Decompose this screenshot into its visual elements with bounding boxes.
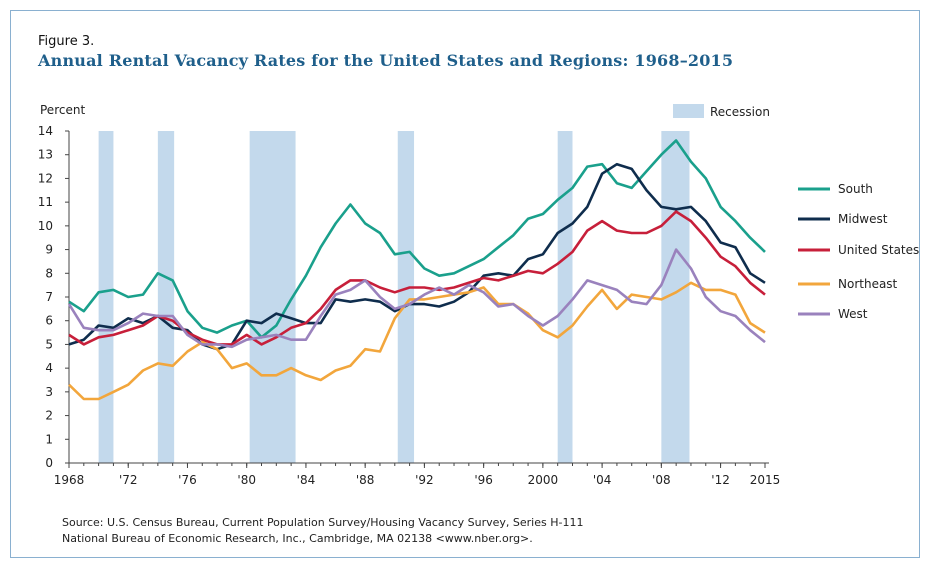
legend-label: Midwest xyxy=(838,212,888,226)
axes: Percent 012345678910111213141968'72'76'8… xyxy=(38,103,781,487)
y-tick-label: 3 xyxy=(45,385,53,399)
y-tick-label: 10 xyxy=(38,219,53,233)
x-tick-label: '84 xyxy=(297,473,316,487)
legend-recession-swatch xyxy=(673,104,704,118)
y-axis-label: Percent xyxy=(40,103,85,117)
y-tick-label: 11 xyxy=(38,195,53,209)
source-line-2: National Bureau of Economic Research, In… xyxy=(62,532,533,545)
y-tick-label: 2 xyxy=(45,409,53,423)
source-note: Source: U.S. Census Bureau, Current Popu… xyxy=(62,515,583,547)
x-tick-label: '88 xyxy=(356,473,375,487)
x-tick-label: '72 xyxy=(119,473,138,487)
x-tick-label: '92 xyxy=(415,473,434,487)
legend-label: Northeast xyxy=(838,277,898,291)
legend: Recession South Midwest United States Northe… xyxy=(673,104,919,321)
x-tick-label: '12 xyxy=(711,473,730,487)
recession-band xyxy=(249,131,296,463)
source-line-1: Source: U.S. Census Bureau, Current Popu… xyxy=(62,516,584,529)
legend-label: United States xyxy=(838,243,919,257)
y-tick-label: 8 xyxy=(45,266,53,280)
recession-band xyxy=(98,131,114,463)
y-tick-label: 0 xyxy=(45,456,53,470)
recession-band xyxy=(557,131,573,463)
figure-label: Figure 3. xyxy=(38,34,95,49)
x-tick-label: '04 xyxy=(593,473,612,487)
y-tick-label: 14 xyxy=(38,124,53,138)
legend-label: West xyxy=(838,307,868,321)
legend-label: South xyxy=(838,182,873,196)
y-tick-label: 12 xyxy=(38,171,53,185)
y-tick-label: 6 xyxy=(45,314,53,328)
chart-title: Annual Rental Vacancy Rates for the Unit… xyxy=(38,51,734,70)
y-tick-label: 1 xyxy=(45,432,53,446)
y-tick-label: 13 xyxy=(38,148,53,162)
x-tick-label: 1968 xyxy=(54,473,85,487)
y-tick-label: 9 xyxy=(45,243,53,257)
y-tick-label: 5 xyxy=(45,337,53,351)
x-tick-label: '08 xyxy=(652,473,671,487)
y-tick-label: 7 xyxy=(45,290,53,304)
series-line-south xyxy=(68,139,766,339)
x-tick-label: '80 xyxy=(237,473,256,487)
recession-band xyxy=(157,131,175,463)
y-tick-label: 4 xyxy=(45,361,53,375)
recession-bands xyxy=(98,131,690,463)
series-line-west xyxy=(67,248,766,349)
x-tick-label: 2000 xyxy=(528,473,559,487)
x-tick-label: 2015 xyxy=(750,473,781,487)
recession-band xyxy=(397,131,415,463)
legend-recession-label: Recession xyxy=(710,105,770,119)
x-tick-label: '96 xyxy=(474,473,493,487)
x-tick-label: '76 xyxy=(178,473,197,487)
series-lines xyxy=(67,139,766,401)
